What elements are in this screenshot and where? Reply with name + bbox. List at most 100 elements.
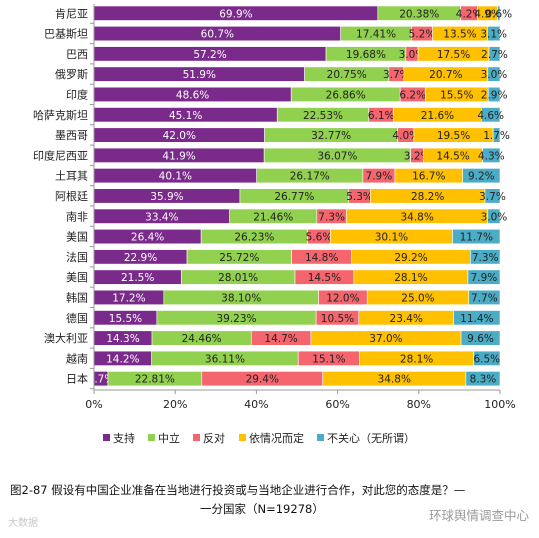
- data-label: 38.10%: [221, 292, 261, 304]
- data-label: 29.4%: [246, 374, 279, 386]
- bar-segment: [482, 147, 501, 163]
- y-tick-label: 日本: [66, 372, 88, 386]
- data-label: 17.2%: [112, 292, 145, 304]
- data-label: 26.17%: [290, 171, 330, 183]
- y-tick-label: 美国: [66, 231, 88, 244]
- data-label: 14.7%: [264, 333, 297, 345]
- y-tick-label: 印度: [66, 87, 88, 101]
- data-label: 36.07%: [317, 150, 357, 162]
- data-label: 6.1%: [368, 110, 395, 122]
- y-tick-label: 南非: [66, 210, 88, 223]
- bar-segment: [462, 168, 501, 184]
- y-tick-label: 巴西: [66, 48, 88, 61]
- data-label: 34.8%: [378, 374, 411, 386]
- data-label: 24.46%: [182, 333, 222, 345]
- bar-series: 69.9% 20.38% 4.2%4.9%0.6% 60.7% 17.41% 5.2% 13…: [88, 5, 512, 387]
- y-tick-label: 俄罗斯: [55, 68, 88, 81]
- data-label: 30.1%: [375, 232, 408, 244]
- data-label: 25.72%: [219, 252, 259, 264]
- data-label: 4.3%: [478, 150, 505, 162]
- data-label: 6.2%: [399, 89, 426, 101]
- data-label: 37.0%: [369, 333, 402, 345]
- data-label: 20.38%: [399, 8, 439, 20]
- y-tick-label: 越南: [66, 351, 88, 365]
- data-label: 1.7%: [483, 130, 510, 142]
- data-label: 36.11%: [205, 353, 245, 365]
- data-label: 11.7%: [460, 232, 493, 244]
- data-label: 0.6%: [485, 8, 512, 20]
- data-label: 25.0%: [401, 292, 434, 304]
- y-axis-labels: 肯尼亚巴基斯坦巴西俄罗斯印度哈萨克斯坦墨西哥印度尼西亚土耳其阿根廷南非美国法国美…: [33, 7, 94, 390]
- bar-segment: [481, 107, 501, 123]
- data-label: 7.9%: [366, 171, 393, 183]
- data-label: 2.9%: [481, 89, 508, 101]
- data-label: 15.1%: [312, 353, 345, 365]
- bar-segment: [470, 249, 501, 265]
- legend-label: 支持: [113, 431, 135, 445]
- data-label: 13.5%: [443, 29, 476, 41]
- data-label: 17.5%: [437, 49, 470, 61]
- data-label: 16.7%: [412, 171, 445, 183]
- legend-swatch: [103, 434, 110, 441]
- data-label: 3.7%: [479, 191, 506, 203]
- x-axis-ticks: 0% 20% 40% 60% 80% 100%: [85, 390, 516, 411]
- x-tick-label: 40%: [244, 398, 268, 411]
- bar-segment: [468, 289, 501, 306]
- data-label: 7.7%: [471, 292, 498, 304]
- bar-segment: [488, 46, 501, 62]
- data-label: 14.8%: [305, 252, 338, 264]
- legend-label: 中立: [158, 431, 180, 445]
- bar-segment: [487, 66, 501, 82]
- data-label: 14.3%: [106, 333, 139, 345]
- data-label: 4.6%: [477, 110, 504, 122]
- data-label: 69.9%: [219, 8, 252, 20]
- data-label: 57.2%: [193, 49, 226, 61]
- y-tick-label: 巴基斯坦: [44, 27, 88, 41]
- data-label: 26.77%: [274, 191, 314, 203]
- data-label: 5.2%: [409, 29, 436, 41]
- x-tick-label: 100%: [484, 398, 515, 411]
- y-tick-label: 韩国: [66, 290, 88, 304]
- figure-caption: 图2-87 假设有中国企业准备在当地进行投资或与当地企业进行合作，对此您的态度是…: [10, 481, 532, 519]
- data-label: 4.9%: [474, 8, 501, 20]
- data-label: 11.4%: [460, 313, 493, 325]
- bar-segment: [467, 269, 501, 285]
- data-label: 20.75%: [327, 69, 367, 81]
- caption-line-1: 图2-87 假设有中国企业准备在当地进行投资或与当地企业进行合作，对此您的态度是…: [10, 483, 466, 497]
- data-label: 3.1%: [480, 29, 507, 41]
- legend-swatch: [148, 434, 155, 441]
- legend-label: 不关心（无所谓）: [327, 431, 415, 445]
- data-label: 26.86%: [326, 89, 366, 101]
- data-label: 9.2%: [468, 171, 495, 183]
- data-label: 51.9%: [183, 69, 216, 81]
- data-label: 15.5%: [109, 313, 142, 325]
- data-label: 17.41%: [356, 29, 396, 41]
- x-tick-label: 80%: [407, 398, 431, 411]
- bar-segment: [484, 188, 501, 204]
- data-label: 10.5%: [321, 313, 354, 325]
- bar-segment: [487, 208, 501, 224]
- data-label: 48.6%: [176, 89, 209, 101]
- x-tick-label: 0%: [85, 398, 102, 411]
- bar-segment: [492, 127, 501, 143]
- bar-segment: [473, 350, 501, 366]
- data-label: 42.0%: [163, 130, 196, 142]
- y-tick-label: 阿根廷: [55, 189, 88, 203]
- data-label: 19.5%: [437, 130, 470, 142]
- y-tick-label: 肯尼亚: [55, 7, 88, 20]
- data-label: 8.3%: [470, 374, 497, 386]
- data-label: 32.77%: [311, 130, 351, 142]
- bar-segment: [487, 25, 501, 42]
- data-label: 28.01%: [218, 272, 258, 284]
- data-label: 14.2%: [106, 353, 139, 365]
- y-tick-label: 澳大利亚: [44, 331, 88, 345]
- y-tick-label: 土耳其: [55, 170, 88, 183]
- data-label: 20.7%: [429, 69, 462, 81]
- data-label: 41.9%: [162, 150, 195, 162]
- data-label: 26.23%: [234, 232, 274, 244]
- stacked-bar-chart: 肯尼亚巴基斯坦巴西俄罗斯印度哈萨克斯坦墨西哥印度尼西亚土耳其阿根廷南非美国法国美…: [33, 4, 516, 445]
- data-label: 26.4%: [131, 232, 164, 244]
- data-label: 21.6%: [421, 110, 454, 122]
- data-label: 21.5%: [121, 272, 154, 284]
- data-label: 2.7%: [481, 49, 508, 61]
